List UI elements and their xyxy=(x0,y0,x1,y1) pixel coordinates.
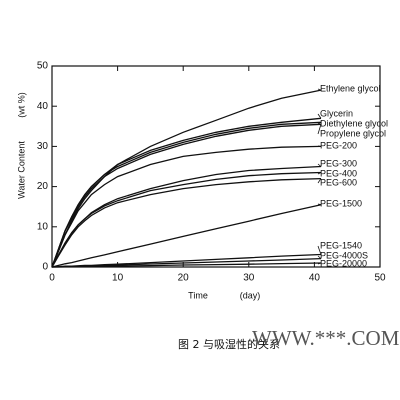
label-leader xyxy=(317,245,322,255)
series-line xyxy=(51,171,322,268)
x-tick-label: 40 xyxy=(309,273,321,284)
series-line xyxy=(51,145,322,268)
series-label: Ethylene glycol xyxy=(320,83,381,93)
y-axis-label: Water Content xyxy=(16,141,26,199)
y-tick-label: 20 xyxy=(37,181,49,192)
label-leader xyxy=(317,172,322,175)
x-tick-label: 50 xyxy=(374,273,386,284)
x-tick-label: 30 xyxy=(243,273,255,284)
caption: 图 2 与吸湿性的关系 xyxy=(178,337,280,351)
series-label: Glycerin xyxy=(320,108,353,118)
series-line xyxy=(51,177,322,268)
series-label: PEG-400 xyxy=(320,168,357,178)
label-leader xyxy=(317,163,322,167)
series-label: PEG-4000S xyxy=(320,250,368,260)
series-label: Propylene glycol xyxy=(320,128,386,138)
series-label: PEG-300 xyxy=(320,158,357,168)
y-tick-label: 40 xyxy=(37,101,49,112)
x-axis-label: Time xyxy=(188,290,208,300)
label-leader xyxy=(317,255,322,259)
series-label: PEG-20000 xyxy=(320,258,367,268)
label-leader xyxy=(317,121,322,125)
label-leader xyxy=(317,113,322,119)
series-line xyxy=(51,123,322,268)
series-label: PEG-200 xyxy=(320,140,357,150)
label-leader xyxy=(317,178,322,184)
series-line xyxy=(51,204,322,268)
label-leader xyxy=(317,262,322,265)
y-tick-label: 30 xyxy=(37,141,49,152)
x-tick-label: 10 xyxy=(112,273,124,284)
series-label: PEG-1540 xyxy=(320,240,362,250)
series-line xyxy=(51,89,322,268)
x-tick-label: 0 xyxy=(49,273,55,284)
label-leader xyxy=(317,124,322,135)
series-line xyxy=(51,165,322,268)
series-label: Diethylene glycol xyxy=(320,118,388,128)
y-tick-label: 10 xyxy=(37,221,49,232)
y-tick-label: 50 xyxy=(37,61,49,72)
plot-frame xyxy=(51,65,381,268)
x-axis-unit: (day) xyxy=(240,290,261,300)
label-leader xyxy=(317,203,322,206)
series-line xyxy=(52,262,322,268)
y-axis-unit: (wt %) xyxy=(16,92,26,118)
x-tick-label: 20 xyxy=(178,273,190,284)
y-tick-label: 0 xyxy=(42,262,48,273)
watermark: WWW.***.COM xyxy=(252,326,400,350)
series-label: PEG-600 xyxy=(320,177,357,187)
series-line xyxy=(51,117,322,268)
label-leader xyxy=(317,88,322,91)
series-label: PEG-1500 xyxy=(320,198,362,208)
